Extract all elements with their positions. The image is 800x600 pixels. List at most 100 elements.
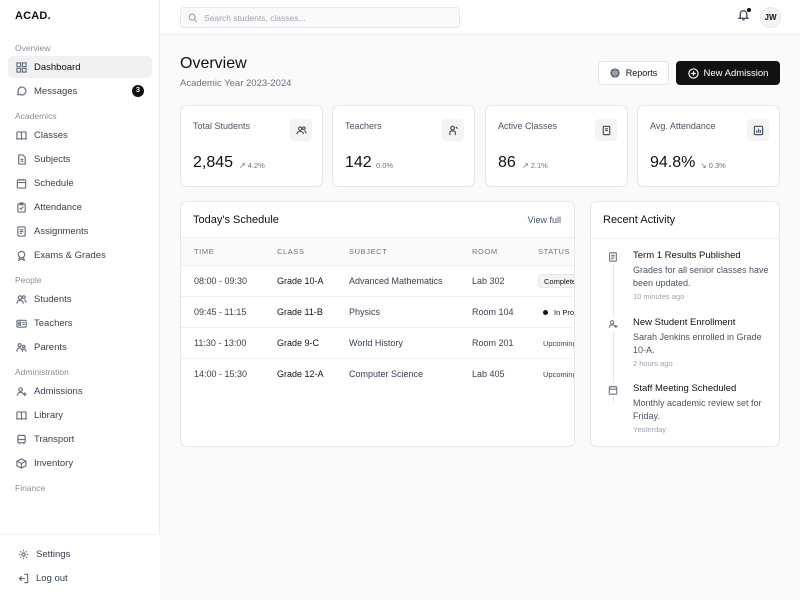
- teacher-icon: [442, 119, 464, 141]
- stat-delta-value: 0.0%: [376, 161, 393, 170]
- sidebar-item-settings[interactable]: Settings: [10, 543, 152, 565]
- sidebar-item-dashboard[interactable]: Dashboard: [8, 56, 152, 78]
- sidebar-item-subjects[interactable]: Subjects: [8, 148, 152, 170]
- sidebar-item-schedule[interactable]: Schedule: [8, 172, 152, 194]
- sidebar-nav: Overview Dashboard Messages 3 Academics …: [0, 40, 160, 496]
- sidebar-item-label: Subjects: [34, 154, 70, 165]
- library-icon: [15, 409, 27, 421]
- activity-timeline: [613, 262, 614, 402]
- cell-time: 08:00 - 09:30: [181, 266, 277, 297]
- nav-section-administration: Administration: [0, 364, 160, 380]
- view-full-link[interactable]: View full: [528, 215, 561, 225]
- table-row[interactable]: 09:45 - 11:15 Grade 11-B Physics Room 10…: [181, 297, 575, 328]
- sidebar-item-library[interactable]: Library: [8, 404, 152, 426]
- sidebar-item-parents[interactable]: Parents: [8, 336, 152, 358]
- table-row[interactable]: 14:00 - 15:30 Grade 12-A Computer Scienc…: [181, 359, 575, 390]
- sidebar-item-label: Dashboard: [34, 62, 80, 73]
- sidebar-item-attendance[interactable]: Attendance: [8, 196, 152, 218]
- cell-room: Room 201: [472, 328, 538, 359]
- sidebar-item-label: Schedule: [34, 178, 74, 189]
- sidebar-item-label: Assignments: [34, 226, 88, 237]
- cell-time: 14:00 - 15:30: [181, 359, 277, 390]
- avatar[interactable]: JW: [760, 7, 781, 28]
- stat-value: 94.8%: [650, 154, 695, 172]
- file-icon: [15, 153, 27, 165]
- user-plus-icon: [15, 385, 27, 397]
- sidebar-item-teachers[interactable]: Teachers: [8, 312, 152, 334]
- new-admission-button[interactable]: New Admission: [676, 61, 780, 85]
- search-icon: [188, 13, 198, 23]
- sidebar-item-logout[interactable]: Log out: [10, 567, 152, 589]
- stat-value: 86: [498, 154, 516, 172]
- id-card-icon: [15, 317, 27, 329]
- clipboard-icon: [15, 201, 27, 213]
- stat-delta: ↗ 2.1%: [522, 161, 548, 170]
- sidebar-footer: Settings Log out: [0, 534, 160, 600]
- cell-time: 11:30 - 13:00: [181, 328, 277, 359]
- sidebar-item-label: Library: [34, 410, 63, 421]
- calendar-icon: [606, 383, 620, 397]
- status-label: In Progress: [554, 308, 575, 317]
- activity-time: 2 hours ago: [633, 359, 673, 368]
- stat-delta: ↘ 0.3%: [700, 161, 726, 170]
- trend-up-icon: ↗: [239, 161, 246, 170]
- sidebar-item-students[interactable]: Students: [8, 288, 152, 310]
- cell-class: Grade 9-C: [277, 328, 349, 359]
- sidebar-item-assignments[interactable]: Assignments: [8, 220, 152, 242]
- cell-room: Lab 302: [472, 266, 538, 297]
- sidebar-item-label: Messages: [34, 86, 77, 97]
- notifications-button[interactable]: [737, 8, 751, 22]
- stat-label: Active Classes: [498, 121, 557, 131]
- table-row[interactable]: 08:00 - 09:30 Grade 10-A Advanced Mathem…: [181, 266, 575, 297]
- cell-class: Grade 11-B: [277, 297, 349, 328]
- stat-delta-value: 2.1%: [531, 161, 548, 170]
- trend-up-icon: ↗: [522, 161, 529, 170]
- sidebar-item-admissions[interactable]: Admissions: [8, 380, 152, 402]
- app-logo: ACAD.: [15, 10, 51, 22]
- sidebar: ACAD. Overview Dashboard Messages 3 Acad…: [0, 0, 160, 600]
- sidebar-item-label: Log out: [36, 573, 68, 584]
- search-input[interactable]: [204, 13, 444, 23]
- nav-section-overview: Overview: [0, 40, 160, 56]
- sidebar-item-classes[interactable]: Classes: [8, 124, 152, 146]
- stat-card-teachers: Teachers 142 0.0%: [332, 105, 475, 187]
- sidebar-item-transport[interactable]: Transport: [8, 428, 152, 450]
- family-icon: [15, 341, 27, 353]
- box-icon: [15, 457, 27, 469]
- cell-room: Lab 405: [472, 359, 538, 390]
- trend-down-icon: ↘: [700, 161, 707, 170]
- grid-icon: [15, 61, 27, 73]
- sidebar-item-inventory[interactable]: Inventory: [8, 452, 152, 474]
- reports-label: Reports: [626, 68, 658, 78]
- cell-time: 09:45 - 11:15: [181, 297, 277, 328]
- activity-time: 10 minutes ago: [633, 292, 684, 301]
- stat-label: Teachers: [345, 121, 382, 131]
- cell-class: Grade 12-A: [277, 359, 349, 390]
- sidebar-item-label: Students: [34, 294, 72, 305]
- sidebar-item-exams-grades[interactable]: Exams & Grades: [8, 244, 152, 266]
- column-header: CLASS: [277, 238, 349, 266]
- activity-description: Sarah Jenkins enrolled in Grade 10-A.: [633, 331, 773, 357]
- sidebar-item-label: Classes: [34, 130, 68, 141]
- column-header: TIME: [181, 238, 277, 266]
- column-header: ROOM: [472, 238, 538, 266]
- column-header: SUBJECT: [349, 238, 472, 266]
- sidebar-item-label: Inventory: [34, 458, 73, 469]
- table-row[interactable]: 11:30 - 13:00 Grade 9-C World History Ro…: [181, 328, 575, 359]
- search-box[interactable]: [180, 7, 460, 28]
- cell-subject: Advanced Mathematics: [349, 266, 472, 297]
- sidebar-item-messages[interactable]: Messages 3: [8, 80, 152, 102]
- award-icon: [15, 249, 27, 261]
- stat-delta: ↗ 4.2%: [239, 161, 265, 170]
- reports-button[interactable]: Reports: [598, 61, 669, 85]
- nav-section-finance: Finance: [0, 480, 160, 496]
- schedule-table: TIME CLASS SUBJECT ROOM STATUS 08:00 - 0…: [181, 237, 575, 390]
- stat-card-total-students: Total Students 2,845 ↗ 4.2%: [180, 105, 323, 187]
- logout-icon: [17, 572, 29, 584]
- book-open-icon: [595, 119, 617, 141]
- stat-delta-value: 0.3%: [709, 161, 726, 170]
- cell-room: Room 104: [472, 297, 538, 328]
- cell-subject: Computer Science: [349, 359, 472, 390]
- schedule-title: Today's Schedule: [193, 214, 279, 226]
- topbar: JW: [160, 0, 800, 35]
